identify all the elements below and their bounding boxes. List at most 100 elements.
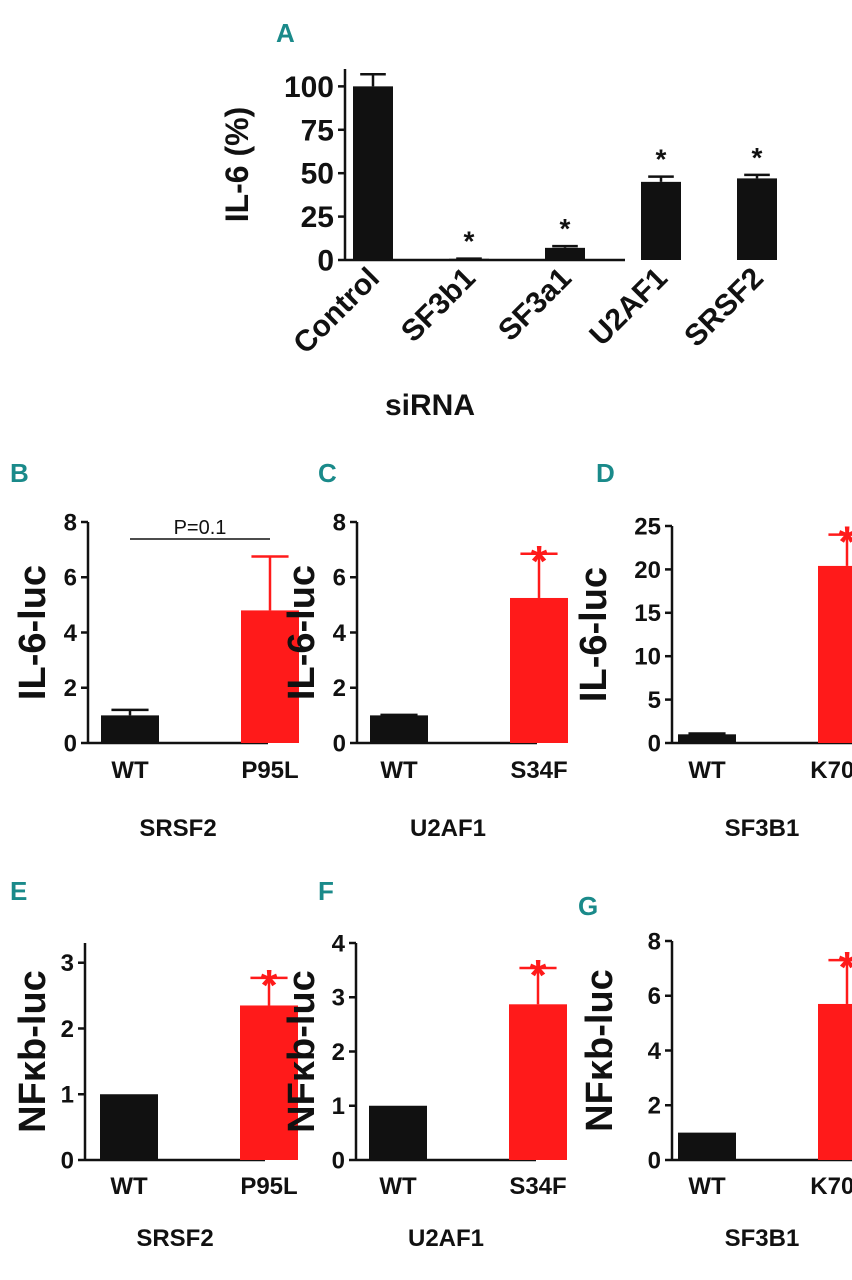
x-tick-label: WT <box>688 1173 726 1200</box>
y-tick-label: 100 <box>284 71 334 104</box>
bar-wt <box>101 715 159 743</box>
bar-wt <box>678 734 736 743</box>
x-tick-label: SRSF2 <box>678 262 770 354</box>
bar-wt <box>369 1105 427 1160</box>
y-tick-label: 6 <box>64 565 77 592</box>
y-tick-label: 25 <box>301 201 334 234</box>
bar-u2af1 <box>641 181 681 260</box>
x-axis-title: siRNA <box>385 389 475 422</box>
y-tick-label: 8 <box>333 509 346 536</box>
x-axis-title: U2AF1 <box>408 1225 484 1252</box>
significance-marker: * <box>530 537 548 586</box>
bar-wt <box>678 1132 736 1160</box>
y-tick-label: 2 <box>64 675 77 702</box>
y-tick-label: 3 <box>61 950 74 977</box>
y-tick-label: 0 <box>332 1147 345 1174</box>
x-tick-label: P95L <box>241 757 298 784</box>
y-tick-label: 6 <box>648 983 661 1010</box>
significance-marker: * <box>752 142 763 173</box>
y-tick-label: 8 <box>648 928 661 955</box>
y-tick-label: 2 <box>333 675 346 702</box>
y-tick-label: 1 <box>61 1082 74 1109</box>
y-tick-label: 0 <box>333 730 346 757</box>
x-axis-title: SRSF2 <box>136 1225 213 1252</box>
bar-s34f <box>509 1004 567 1160</box>
bar-k700e <box>818 1003 852 1160</box>
bar-p95l <box>240 1005 298 1160</box>
significance-marker: * <box>464 226 475 257</box>
bar-k700e <box>818 565 852 743</box>
x-tick-label: K700E <box>810 1173 852 1200</box>
x-tick-label: SF3b1 <box>395 262 482 349</box>
x-axis-title: U2AF1 <box>410 815 486 842</box>
y-tick-label: 0 <box>64 730 77 757</box>
x-tick-label: WT <box>111 757 149 784</box>
y-tick-label: 4 <box>333 620 347 647</box>
y-axis-title: IL-6-luc <box>573 567 615 702</box>
panel-f: F 0 1 2 3 4 NFκb-luc WT * S34F U2AF1 <box>281 876 567 1252</box>
bar-wt <box>370 715 428 743</box>
y-axis-title: IL-6-luc <box>12 565 54 700</box>
panel-e: E 0 1 2 3 NFκb-luc WT * P95L SRSF2 <box>10 876 298 1252</box>
x-axis-title: SF3B1 <box>725 815 800 842</box>
panel-letter: C <box>318 458 337 488</box>
bar-sf3a1 <box>545 247 585 260</box>
x-tick-label: S34F <box>510 757 567 784</box>
y-tick-label: 10 <box>634 644 661 671</box>
x-axis-title: SRSF2 <box>139 815 216 842</box>
y-tick-label: 1 <box>332 1093 345 1120</box>
y-tick-label: 4 <box>332 930 346 957</box>
x-tick-label: U2AF1 <box>583 262 674 353</box>
x-tick-label: WT <box>110 1173 148 1200</box>
bar-wt <box>100 1094 158 1160</box>
panel-a: A 0 25 50 75 100 IL-6 (%) Control * SF3b1 * SF3a1 * U… <box>219 18 777 422</box>
x-tick-label: WT <box>688 757 726 784</box>
significance-marker: * <box>260 961 278 1010</box>
y-tick-label: 0 <box>648 730 661 757</box>
y-tick-label: 2 <box>61 1016 74 1043</box>
y-axis-title: NFκb-luc <box>281 970 323 1133</box>
x-axis-title: SF3B1 <box>725 1225 800 1252</box>
x-tick-label: WT <box>379 1173 417 1200</box>
y-tick-label: 5 <box>648 687 661 714</box>
panel-letter: B <box>10 458 29 488</box>
x-tick-label: P95L <box>240 1173 297 1200</box>
panel-letter: E <box>10 876 27 906</box>
bar-p95l <box>241 610 299 743</box>
significance-marker: * <box>838 518 852 567</box>
y-axis-title: IL-6 (%) <box>219 107 255 223</box>
panel-letter: F <box>318 876 334 906</box>
significance-marker: * <box>560 213 571 244</box>
bar-control <box>353 86 393 260</box>
x-tick-label: Control <box>287 262 386 361</box>
y-tick-label: 0 <box>61 1147 74 1174</box>
y-tick-label: 3 <box>332 985 345 1012</box>
y-tick-label: 25 <box>634 513 661 540</box>
x-tick-label: SF3a1 <box>492 262 578 348</box>
panel-letter: G <box>578 891 598 921</box>
y-tick-label: 50 <box>301 158 334 191</box>
x-tick-label: WT <box>380 757 418 784</box>
bar-srsf2 <box>737 178 777 260</box>
x-tick-label: S34F <box>509 1173 566 1200</box>
significance-marker: * <box>838 943 852 992</box>
panel-letter: A <box>276 18 295 48</box>
significance-marker: * <box>529 951 547 1000</box>
y-tick-label: 8 <box>64 509 77 536</box>
panel-g: G 0 2 4 6 8 NFκb-luc WT * K700E SF3B1 <box>578 891 852 1252</box>
y-tick-label: 4 <box>648 1038 662 1065</box>
panel-d: D 0 5 10 15 20 25 IL-6-luc WT * K700E SF3B1 <box>573 458 852 842</box>
x-tick-label: K700E <box>810 757 852 784</box>
y-tick-label: 75 <box>301 114 334 147</box>
y-axis-title: NFκb-luc <box>12 970 54 1133</box>
bar-s34f <box>510 597 568 743</box>
y-tick-label: 0 <box>317 245 334 278</box>
p-value-label: P=0.1 <box>174 517 227 539</box>
panel-c: C 0 2 4 6 8 IL-6-luc WT * S34F U2AF1 <box>281 458 568 842</box>
y-tick-label: 20 <box>634 557 661 584</box>
y-tick-label: 6 <box>333 565 346 592</box>
y-tick-label: 4 <box>64 620 78 647</box>
y-tick-label: 2 <box>332 1039 345 1066</box>
y-tick-label: 2 <box>648 1093 661 1120</box>
